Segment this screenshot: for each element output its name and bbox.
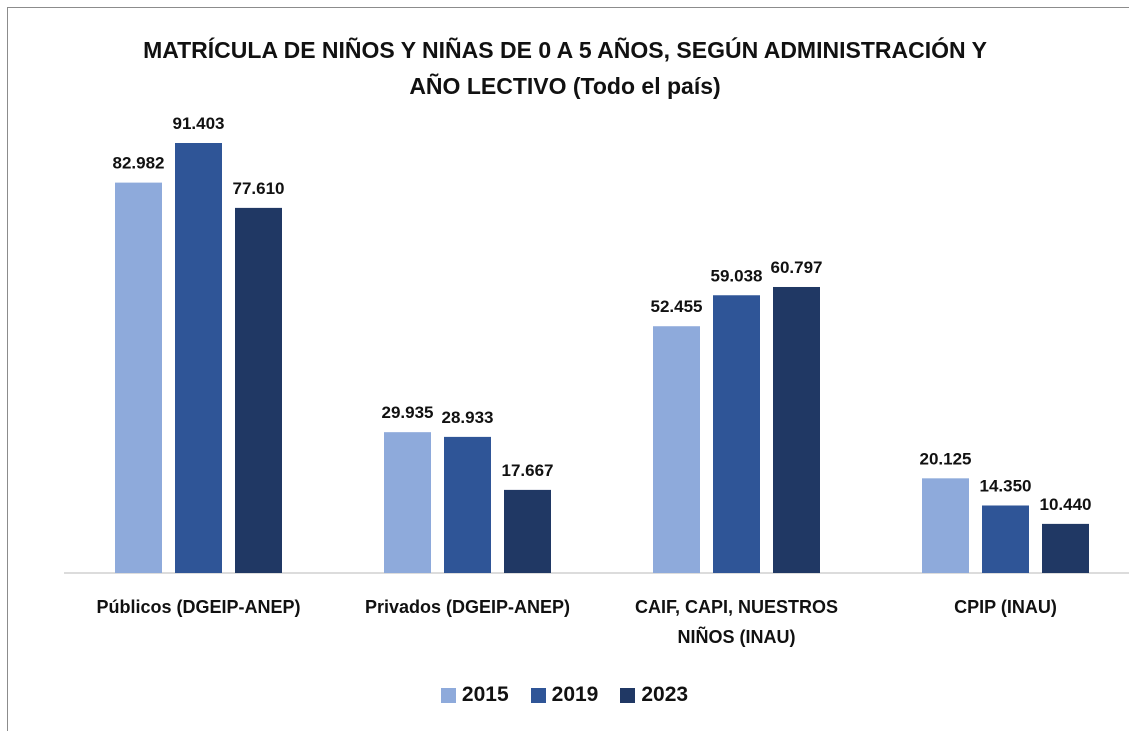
x-tick-label: CAIF, CAPI, NUESTROS NIÑOS (INAU) (634, 597, 839, 647)
bar (175, 143, 222, 573)
bar (982, 505, 1029, 573)
x-tick-label: CPIP (INAU) (954, 597, 1057, 617)
x-tick-label: Públicos (DGEIP-ANEP) (96, 597, 301, 617)
data-label: 52.455 (651, 297, 703, 316)
legend-item: 2023 (620, 683, 688, 707)
chart-border (7, 7, 1129, 731)
data-label: 29.935 (382, 403, 434, 422)
legend-item: 2019 (530, 683, 599, 707)
data-label: 28.933 (442, 408, 494, 427)
data-label: 91.403 (173, 114, 225, 133)
bar (922, 478, 969, 573)
data-label: 17.667 (502, 461, 554, 480)
legend-swatch (440, 687, 456, 703)
bar (504, 489, 551, 573)
data-label: 14.350 (980, 476, 1032, 495)
bar (235, 207, 282, 573)
legend-item: 2015 (440, 683, 509, 707)
data-label: 77.610 (233, 179, 285, 198)
bar (773, 286, 820, 573)
data-label: 59.038 (711, 266, 763, 285)
bar (115, 182, 162, 573)
legend-label: 2015 (461, 683, 509, 706)
bar (713, 295, 760, 573)
legend-swatch (530, 687, 546, 703)
data-label: 82.982 (113, 154, 165, 173)
data-label: 20.125 (920, 449, 972, 468)
legend-label: 2019 (551, 683, 599, 706)
bar (384, 432, 431, 573)
chart-title: MATRÍCULA DE NIÑOS Y NIÑAS DE 0 A 5 AÑOS… (143, 37, 987, 99)
x-tick-label: Privados (DGEIP-ANEP) (364, 597, 571, 617)
data-label: 60.797 (771, 258, 823, 277)
bar (653, 326, 700, 573)
bar (444, 436, 491, 573)
legend: 2015 2019 2023 (0, 683, 1129, 707)
data-label: 10.440 (1040, 495, 1092, 514)
bar (1042, 523, 1089, 573)
legend-swatch (620, 687, 636, 703)
legend-label: 2023 (641, 683, 689, 706)
